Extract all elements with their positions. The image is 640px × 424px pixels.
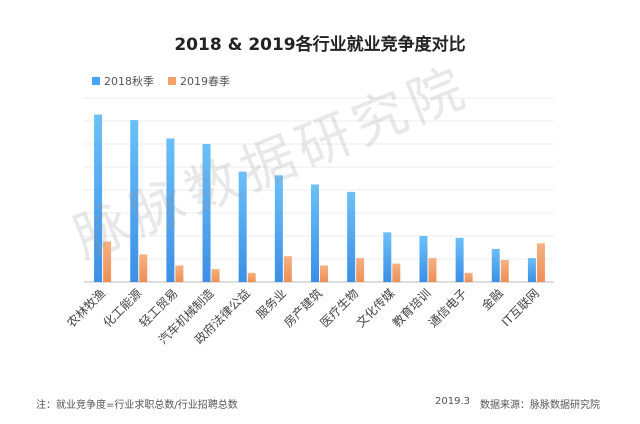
legend-label-2019: 2019春季: [180, 75, 230, 88]
bar-2019-6: [320, 265, 328, 282]
bar-2019-11: [500, 259, 509, 282]
bar-2018-2: [166, 138, 175, 282]
x-tick-label: 化工能源: [101, 286, 145, 330]
legend: 2018秋季 2019春季: [92, 73, 230, 89]
legend-item-2019: 2019春季: [168, 73, 230, 89]
legend-swatch-2019: [168, 77, 176, 85]
legend-item-2018: 2018秋季: [92, 73, 154, 89]
bar-2019-3: [211, 269, 220, 282]
bar-2018-0: [94, 114, 103, 282]
bar-2018-11: [491, 248, 500, 282]
x-tick-label: 房产建筑: [281, 286, 326, 331]
bar-2019-8: [392, 263, 401, 282]
legend-swatch-2018: [92, 77, 100, 85]
bar-2019-10: [464, 272, 473, 282]
bar-2018-7: [347, 191, 356, 282]
bar-2018-1: [130, 120, 139, 282]
bar-2019-1: [139, 254, 148, 282]
bar-2019-2: [175, 265, 184, 282]
bar-2018-8: [383, 232, 392, 282]
legend-label-2018: 2018秋季: [104, 75, 154, 88]
bar-2018-6: [311, 184, 319, 282]
x-tick-label: 通信电子: [426, 286, 470, 330]
bar-2018-9: [419, 236, 428, 282]
x-tick-label: 文化传媒: [353, 286, 398, 331]
source-label: 数据来源：脉脉数据研究院: [480, 400, 600, 411]
bar-2018-3: [202, 144, 211, 282]
x-tick-label: 金融: [478, 286, 506, 314]
chart-title: 2018 & 2019各行业就业竞争度对比: [174, 35, 466, 55]
x-tick-label: 医疗生物: [317, 286, 361, 330]
bar-2019-9: [428, 258, 437, 282]
bar-2019-7: [356, 258, 365, 282]
x-tick-label: IT互联网: [499, 286, 542, 329]
bar-2018-5: [274, 175, 283, 282]
x-tick-label: 农林牧渔: [64, 286, 108, 330]
bar-2018-4: [238, 171, 247, 282]
source-line: 2019.3 数据来源：脉脉数据研究院: [435, 396, 600, 411]
bar-2019-4: [247, 272, 256, 282]
date-label: 2019.3: [435, 396, 470, 407]
x-tick-label: 教育培训: [389, 286, 434, 331]
bar-2019-5: [283, 256, 292, 282]
bar-2019-0: [103, 241, 112, 282]
x-tick-label: 服务业: [253, 286, 289, 322]
footnote: 注：就业竞争度=行业求职总数/行业招聘总数: [36, 400, 238, 411]
bar-2018-10: [455, 237, 464, 282]
bar-2018-12: [527, 258, 536, 282]
bars: [94, 114, 545, 282]
bar-2019-12: [536, 243, 545, 282]
